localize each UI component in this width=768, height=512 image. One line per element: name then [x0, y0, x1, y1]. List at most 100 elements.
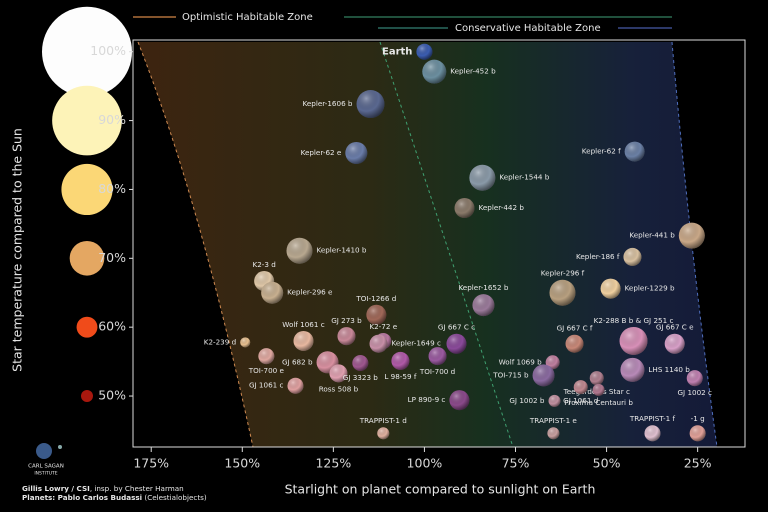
planet-label: Kepler-1229 b	[625, 284, 675, 293]
planet-label: GJ 667 C c	[438, 323, 475, 332]
planet-shade	[345, 141, 368, 164]
planet-label: Wolf 1069 b	[499, 357, 542, 366]
credit-rest: , insp. by Chester Harman	[90, 484, 184, 493]
planet-label: Kepler-441 b	[629, 231, 675, 240]
planet-shade	[548, 394, 561, 407]
planet-label: LHS 1140 b	[648, 365, 690, 374]
legend-label: Conservative Habitable Zone	[455, 23, 601, 34]
planet-label: Kepler-296 e	[287, 288, 333, 297]
planet-label: GJ 1061 c	[249, 381, 284, 390]
planet-shade	[624, 141, 645, 162]
credit-bold: Gillis Lowry / CSI	[22, 484, 90, 493]
credit-rest: (Celestialobjects)	[142, 493, 207, 502]
planet-label: GJ 3323 b	[343, 373, 379, 382]
planet-shade	[286, 237, 313, 264]
planet-label: Kepler-442 b	[479, 203, 525, 212]
planet-label: K2-239 d	[204, 337, 236, 346]
planet-label: GJ 1002 c	[677, 388, 712, 397]
planet-label: LP 890-9 c	[408, 395, 446, 404]
planet-label: Earth	[382, 47, 412, 58]
planet-shade	[689, 425, 706, 442]
optimistic-inner-edge	[137, 41, 254, 448]
planet-label: TOI-700 e	[248, 366, 285, 375]
y-axis-title: Star temperature compared to the Sun	[10, 128, 25, 372]
planet-label: GJ 682 b	[282, 357, 313, 366]
y-tick-label: 80%	[98, 181, 126, 196]
planet-label: TOI-715 b	[492, 370, 529, 379]
x-tick-label: 175%	[133, 456, 169, 471]
logo-moon	[58, 445, 62, 449]
planet-shade	[377, 427, 390, 440]
planet-shade	[619, 326, 648, 355]
planet-shade	[589, 371, 604, 386]
logo-planet	[36, 443, 52, 459]
planet-shade	[623, 247, 642, 266]
planet-label: TRAPPIST-1 f	[629, 414, 676, 423]
planet-label: GJ 667 C f	[557, 324, 593, 333]
planet-shade	[329, 364, 348, 383]
planet-shade	[565, 334, 584, 353]
planet-shade	[469, 164, 496, 191]
planet-label: Kepler-1606 b	[303, 99, 353, 108]
logo-text: INSTITUTE	[34, 471, 57, 477]
planet-shade	[356, 90, 385, 119]
planet-label: Kepler-1652 b	[458, 283, 508, 292]
credit: Gillis Lowry / CSI, insp. by Chester Har…	[22, 484, 184, 493]
planet-shade	[472, 294, 495, 317]
planet-shade	[644, 425, 661, 442]
planet-shade	[422, 59, 447, 84]
planet-shade	[293, 330, 314, 351]
star-marker	[81, 390, 93, 403]
legend-label: Optimistic Habitable Zone	[182, 12, 313, 23]
planet-shade	[573, 380, 588, 395]
planet-label: Kepler-1544 b	[499, 173, 549, 182]
planet-label: Kepler-1410 b	[316, 246, 366, 255]
planet-shade	[549, 279, 576, 306]
logo-text: CARL SAGAN	[28, 464, 64, 470]
planet-label: Wolf 1061 c	[282, 320, 324, 329]
planet-label: Kepler-186 f	[576, 252, 620, 261]
planet-shade	[620, 357, 645, 382]
y-tick-label: 90%	[98, 112, 126, 127]
x-tick-label: 50%	[593, 456, 621, 471]
planet-label: TRAPPIST-1 e	[529, 416, 578, 425]
planet-shade	[287, 377, 304, 394]
planet-label: TRAPPIST-1 d	[359, 416, 407, 425]
x-axis-title: Starlight on planet compared to sunlight…	[285, 482, 596, 497]
x-tick-label: 25%	[684, 456, 712, 471]
planet-label: GJ 1002 b	[509, 396, 545, 405]
planet-label: TOI-700 d	[419, 367, 455, 376]
star-marker	[42, 6, 132, 97]
planet-shade	[337, 327, 356, 346]
star-marker	[76, 316, 98, 338]
planet-label: GJ 667 C e	[656, 323, 694, 332]
planet-shade	[678, 222, 705, 249]
star-marker	[69, 240, 105, 276]
planet-label: Ross 508 b	[319, 384, 359, 393]
planet-shade	[592, 383, 605, 396]
planet-label: L 98-59 f	[384, 372, 416, 381]
x-tick-label: 150%	[224, 456, 260, 471]
planet-shade	[240, 337, 251, 348]
planet-label: TOI-1266 d	[355, 294, 396, 303]
y-tick-label: 100%	[90, 43, 126, 58]
y-tick-label: 60%	[98, 319, 126, 334]
x-tick-label: 125%	[315, 456, 351, 471]
planet-shade	[547, 427, 560, 440]
planet-shade	[261, 281, 284, 304]
planet-label: GJ 1061 d	[563, 396, 598, 405]
planet-label: K2-288 B b & GJ 251 c	[594, 316, 674, 325]
credit-bold: Planets: Pablo Carlos Budassi	[22, 493, 142, 502]
planet-shade	[545, 355, 560, 370]
plot-frame	[132, 39, 746, 448]
planet-label: Kepler-62 f	[582, 147, 621, 156]
credit: Planets: Pablo Carlos Budassi (Celestial…	[22, 493, 207, 502]
x-tick-label: 100%	[407, 456, 443, 471]
star-marker	[52, 85, 122, 156]
planet-label: Kepler-62 e	[301, 148, 342, 157]
y-tick-label: 50%	[98, 388, 126, 403]
planet-label: GJ 273 b	[331, 316, 362, 325]
planet-label: K2-72 e	[369, 322, 397, 331]
planet-shade	[449, 390, 470, 411]
